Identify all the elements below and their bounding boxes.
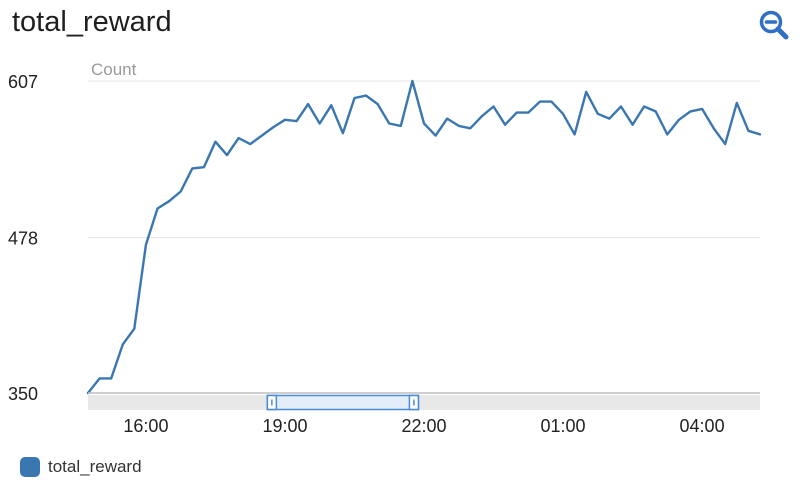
x-tick-label: 01:00 (541, 416, 586, 436)
range-track[interactable] (88, 395, 760, 410)
series-line-total-reward (86, 79, 762, 395)
legend[interactable]: total_reward (20, 455, 142, 479)
legend-label: total_reward (48, 457, 142, 476)
chart-title: total_reward (12, 6, 172, 38)
magnifier-minus-icon[interactable] (758, 9, 792, 43)
x-tick-label: 04:00 (680, 416, 725, 436)
y-tick-label: 607 (8, 72, 38, 92)
legend-swatch (20, 457, 40, 477)
x-tick-label: 16:00 (123, 416, 168, 436)
y-tick-label: 350 (8, 384, 38, 404)
range-selector-window[interactable] (266, 394, 420, 411)
y-tick-label: 478 (8, 229, 38, 249)
x-tick-label: 19:00 (262, 416, 307, 436)
y-axis-label: Count (91, 60, 137, 79)
x-tick-label: 22:00 (401, 416, 446, 436)
